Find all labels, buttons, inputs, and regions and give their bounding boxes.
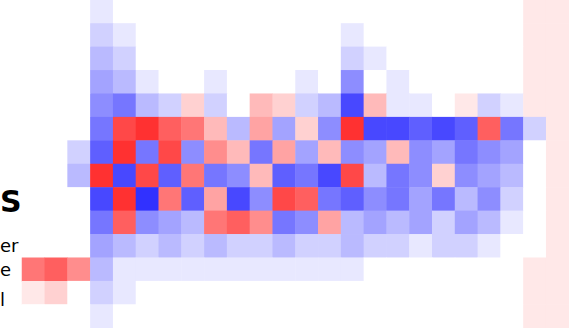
svg-text:l: l	[0, 289, 5, 310]
svg-text:er: er	[0, 235, 19, 256]
svg-text:e: e	[0, 259, 11, 280]
svg-text:S: S	[0, 184, 22, 219]
